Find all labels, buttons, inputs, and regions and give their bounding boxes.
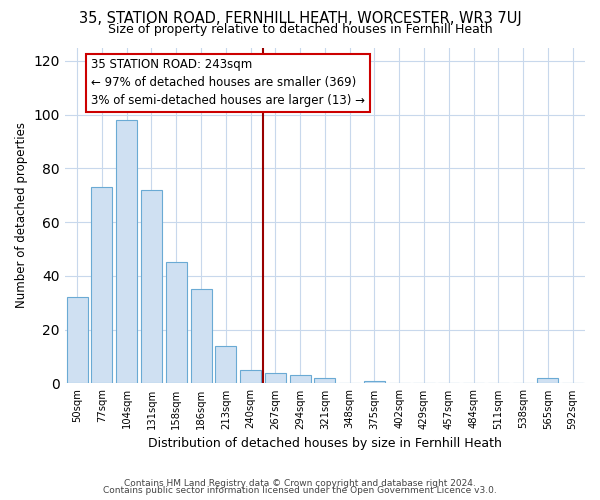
Text: 35, STATION ROAD, FERNHILL HEATH, WORCESTER, WR3 7UJ: 35, STATION ROAD, FERNHILL HEATH, WORCES… <box>79 11 521 26</box>
Bar <box>240 370 261 384</box>
Bar <box>116 120 137 384</box>
Bar <box>166 262 187 384</box>
Bar <box>538 378 559 384</box>
Bar <box>191 290 212 384</box>
Bar <box>290 376 311 384</box>
Text: Size of property relative to detached houses in Fernhill Heath: Size of property relative to detached ho… <box>107 22 493 36</box>
Bar <box>141 190 162 384</box>
Bar <box>265 372 286 384</box>
Text: Contains HM Land Registry data © Crown copyright and database right 2024.: Contains HM Land Registry data © Crown c… <box>124 478 476 488</box>
X-axis label: Distribution of detached houses by size in Fernhill Heath: Distribution of detached houses by size … <box>148 437 502 450</box>
Bar <box>364 380 385 384</box>
Text: Contains public sector information licensed under the Open Government Licence v3: Contains public sector information licen… <box>103 486 497 495</box>
Bar <box>67 298 88 384</box>
Text: 35 STATION ROAD: 243sqm
← 97% of detached houses are smaller (369)
3% of semi-de: 35 STATION ROAD: 243sqm ← 97% of detache… <box>91 58 365 107</box>
Bar <box>91 187 112 384</box>
Bar <box>314 378 335 384</box>
Y-axis label: Number of detached properties: Number of detached properties <box>15 122 28 308</box>
Bar <box>215 346 236 384</box>
